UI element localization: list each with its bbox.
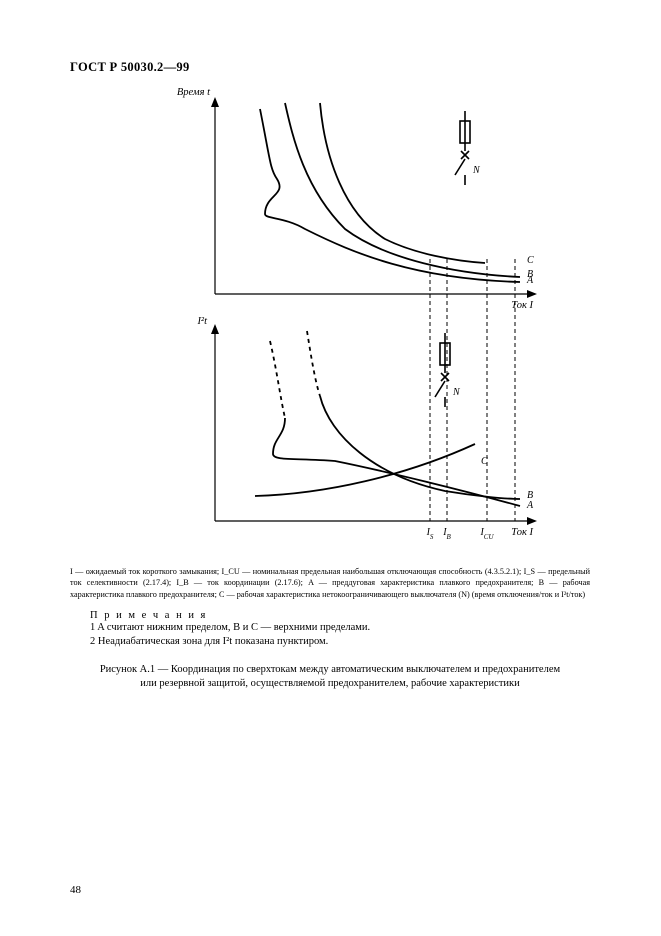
svg-text:IS: IS bbox=[426, 527, 434, 541]
svg-text:A: A bbox=[526, 275, 534, 286]
page: ГОСТ Р 50030.2—99 Время tТок ICBANI²tТок… bbox=[0, 0, 661, 936]
notes-title: П р и м е ч а н и я bbox=[90, 610, 601, 621]
svg-text:I²t: I²t bbox=[196, 316, 208, 327]
legend-text: I — ожидаемый ток короткого замыкания; I… bbox=[70, 566, 590, 600]
figure-svg: Время tТок ICBANI²tТок ICBAISIBICUN bbox=[170, 81, 570, 551]
figure-block: Время tТок ICBANI²tТок ICBAISIBICUN bbox=[170, 81, 570, 556]
svg-text:N: N bbox=[452, 387, 461, 398]
doc-header: ГОСТ Р 50030.2—99 bbox=[70, 60, 601, 75]
page-number: 48 bbox=[70, 884, 81, 896]
svg-text:C: C bbox=[527, 255, 534, 266]
figure-caption: Рисунок А.1 — Координация по сверхтокам … bbox=[70, 663, 590, 691]
svg-text:IB: IB bbox=[442, 527, 451, 541]
svg-text:ICU: ICU bbox=[479, 527, 494, 541]
notes-line-2: 2 Неадиабатическая зона для I²t показана… bbox=[90, 635, 601, 649]
caption-line-1: Рисунок А.1 — Координация по сверхтокам … bbox=[100, 664, 560, 675]
svg-text:Время t: Время t bbox=[177, 87, 211, 98]
caption-line-2: или резервной защитой, осуществляемой пр… bbox=[140, 678, 520, 689]
svg-text:Ток I: Ток I bbox=[511, 527, 533, 538]
svg-text:N: N bbox=[472, 165, 481, 176]
svg-text:A: A bbox=[526, 500, 534, 511]
svg-text:C: C bbox=[481, 456, 488, 467]
notes-line-1: 1 A считают нижним пределом, B и C — вер… bbox=[90, 621, 601, 635]
